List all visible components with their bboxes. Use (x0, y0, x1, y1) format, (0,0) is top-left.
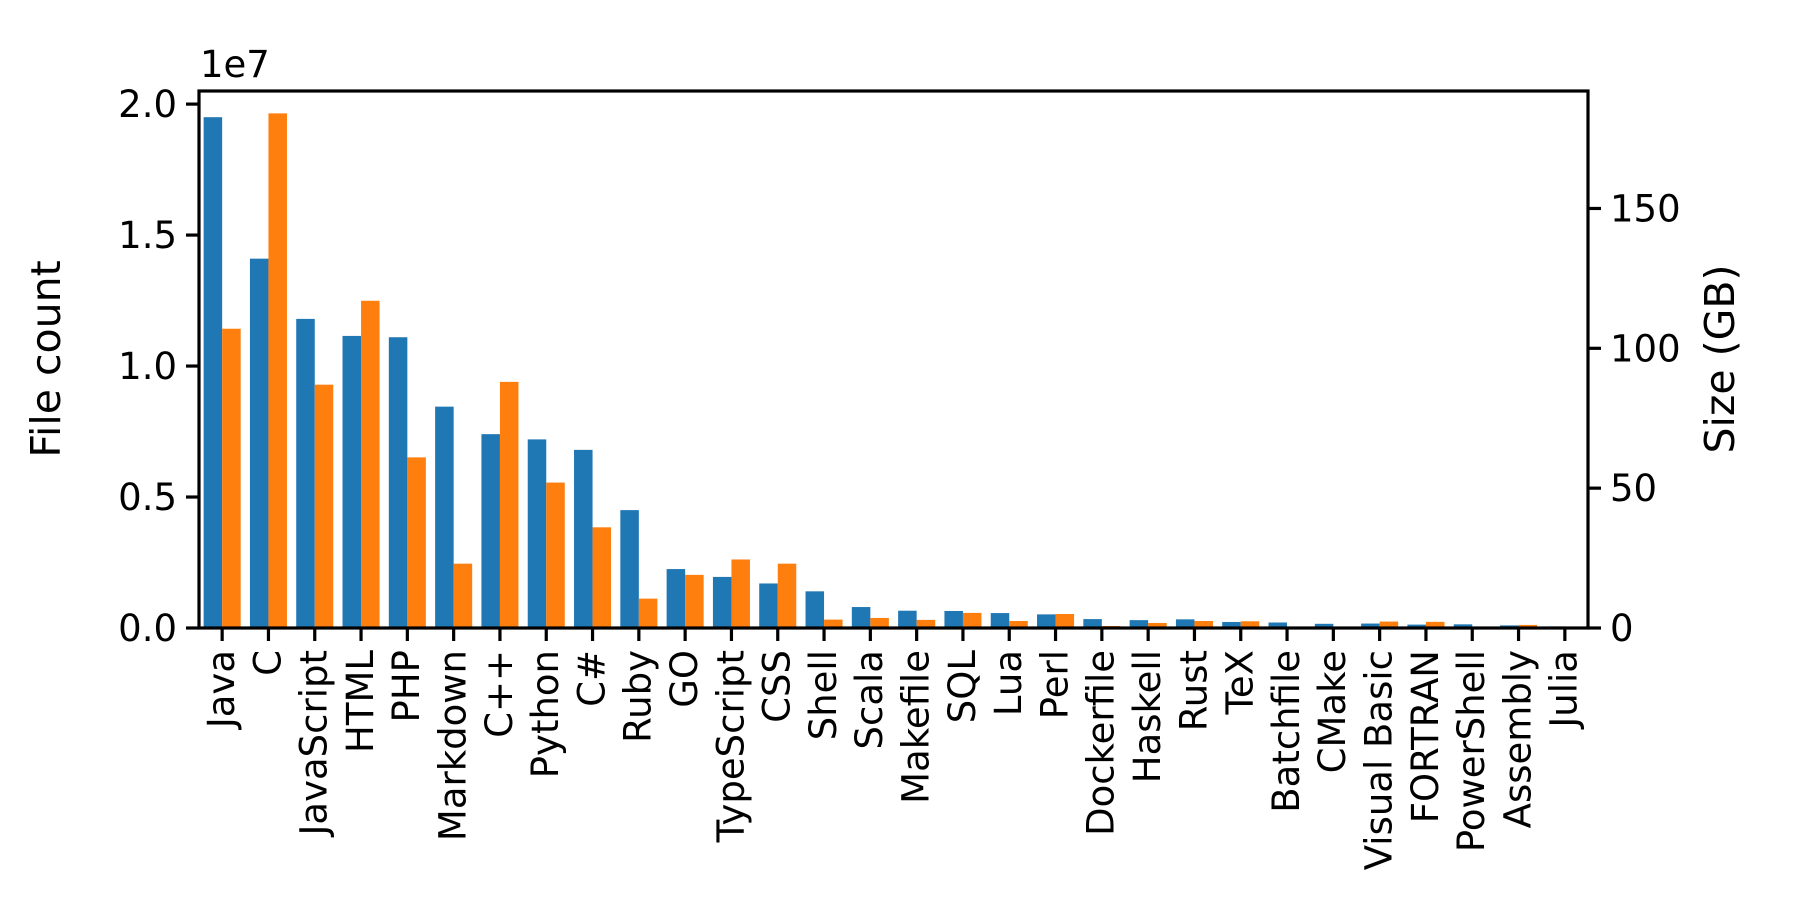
x-tick-label: Shell (802, 650, 845, 740)
size-gb-bar (916, 619, 936, 628)
left-axis-title: File count (22, 260, 70, 457)
x-tick-label: JavaScript (293, 650, 336, 837)
right-tick-label: 0 (1610, 607, 1634, 650)
size-gb-bar (592, 527, 612, 628)
x-tick-label: PHP (385, 650, 428, 722)
size-gb-bar (1240, 621, 1260, 628)
file-count-bar (1222, 621, 1241, 628)
x-tick-label: FORTRAN (1404, 650, 1447, 823)
x-tick-label: Scala (848, 650, 891, 749)
x-tick-label: PowerShell (1450, 650, 1493, 852)
x-tick-label: CMake (1311, 650, 1354, 773)
file-count-bar (990, 613, 1010, 628)
x-tick-label: HTML (339, 650, 382, 753)
file-count-bar (435, 406, 454, 628)
file-count-bar (712, 576, 732, 628)
file-count-bar (1083, 619, 1102, 628)
file-count-bar (481, 434, 500, 628)
x-tick-label: Haskell (1126, 650, 1169, 783)
right-tick-label: 50 (1610, 467, 1657, 510)
left-tick-label: 0.5 (118, 476, 177, 519)
size-gb-bar (453, 563, 473, 628)
x-tick-label: Python (524, 650, 567, 778)
size-gb-bar (268, 113, 287, 628)
right-axis-title: Size (GB) (1696, 264, 1744, 453)
x-tick-label: Java (200, 650, 243, 730)
x-tick-label: Ruby (617, 650, 660, 743)
size-gb-bar (870, 617, 889, 628)
size-gb-bar (499, 381, 519, 628)
x-tick-label: C++ (478, 650, 521, 738)
file-count-bar (342, 335, 362, 628)
file-count-bar (388, 337, 408, 628)
file-count-bar (203, 117, 223, 628)
x-tick-label: Batchfile (1265, 650, 1308, 813)
x-tick-label: Lua (987, 650, 1030, 716)
x-tick-label: Julia (1543, 650, 1586, 730)
size-gb-bar (222, 328, 241, 628)
size-gb-bar (638, 598, 658, 628)
x-tick-label: Perl (1033, 650, 1076, 719)
size-gb-bar (1009, 621, 1028, 628)
x-tick-label: Markdown (431, 650, 474, 841)
size-gb-bar (1055, 614, 1075, 628)
size-gb-bar (1379, 621, 1399, 628)
file-count-bar (527, 439, 547, 628)
file-count-bar (574, 449, 593, 628)
size-gb-bar (777, 563, 797, 628)
file-count-bar (944, 610, 963, 628)
size-gb-bar (685, 574, 704, 628)
left-tick-label: 0.0 (118, 607, 177, 650)
file-count-bar (296, 318, 315, 628)
x-tick-label: Makefile (894, 650, 937, 804)
size-gb-bar (1194, 621, 1213, 628)
right-tick-label: 150 (1610, 187, 1681, 230)
file-count-bar (805, 591, 825, 628)
x-tick-label: SQL (941, 650, 984, 724)
size-gb-bar (1148, 622, 1167, 628)
file-count-bar (1129, 620, 1149, 628)
x-tick-label: Assembly (1496, 650, 1539, 828)
file-count-bar (851, 607, 871, 628)
x-tick-label: CSS (756, 650, 799, 723)
size-gb-bar (314, 384, 334, 628)
file-count-bar (1407, 624, 1426, 628)
size-gb-bar (824, 619, 843, 628)
bars-group (203, 113, 1584, 628)
x-tick-label: Visual Basic (1357, 650, 1400, 870)
left-tick-label: 1.0 (118, 345, 177, 388)
size-gb-bar (361, 300, 380, 628)
file-count-bar (1268, 622, 1288, 628)
size-gb-bar (546, 482, 565, 628)
file-count-bar (1037, 614, 1056, 628)
size-gb-bar (1425, 621, 1445, 628)
file-count-bar (1361, 623, 1380, 628)
file-count-bar (1453, 624, 1473, 628)
file-count-bar (1314, 623, 1334, 628)
left-tick-label: 2.0 (118, 83, 177, 126)
file-count-bar (620, 510, 639, 628)
right-tick-label: 100 (1610, 327, 1681, 370)
x-tick-label: C# (570, 650, 613, 707)
size-gb-bar (962, 612, 982, 628)
left-axis-offset-label: 1e7 (200, 43, 270, 86)
x-tick-label: Rust (1172, 650, 1215, 731)
size-gb-bar (731, 559, 750, 628)
left-tick-label: 1.5 (118, 214, 177, 257)
x-tick-label: TypeScript (709, 650, 752, 843)
file-count-bar (1175, 619, 1195, 628)
file-count-bar (249, 258, 269, 628)
x-tick-label: C (246, 650, 289, 676)
file-count-bar (666, 569, 686, 628)
x-tick-label: GO (663, 650, 706, 708)
size-gb-bar (407, 457, 426, 628)
plot-border (197, 89, 1590, 630)
file-count-bar (898, 610, 917, 628)
x-tick-label: TeX (1219, 650, 1262, 715)
file-count-bar (759, 583, 778, 628)
x-tick-label: Dockerfile (1080, 650, 1123, 836)
